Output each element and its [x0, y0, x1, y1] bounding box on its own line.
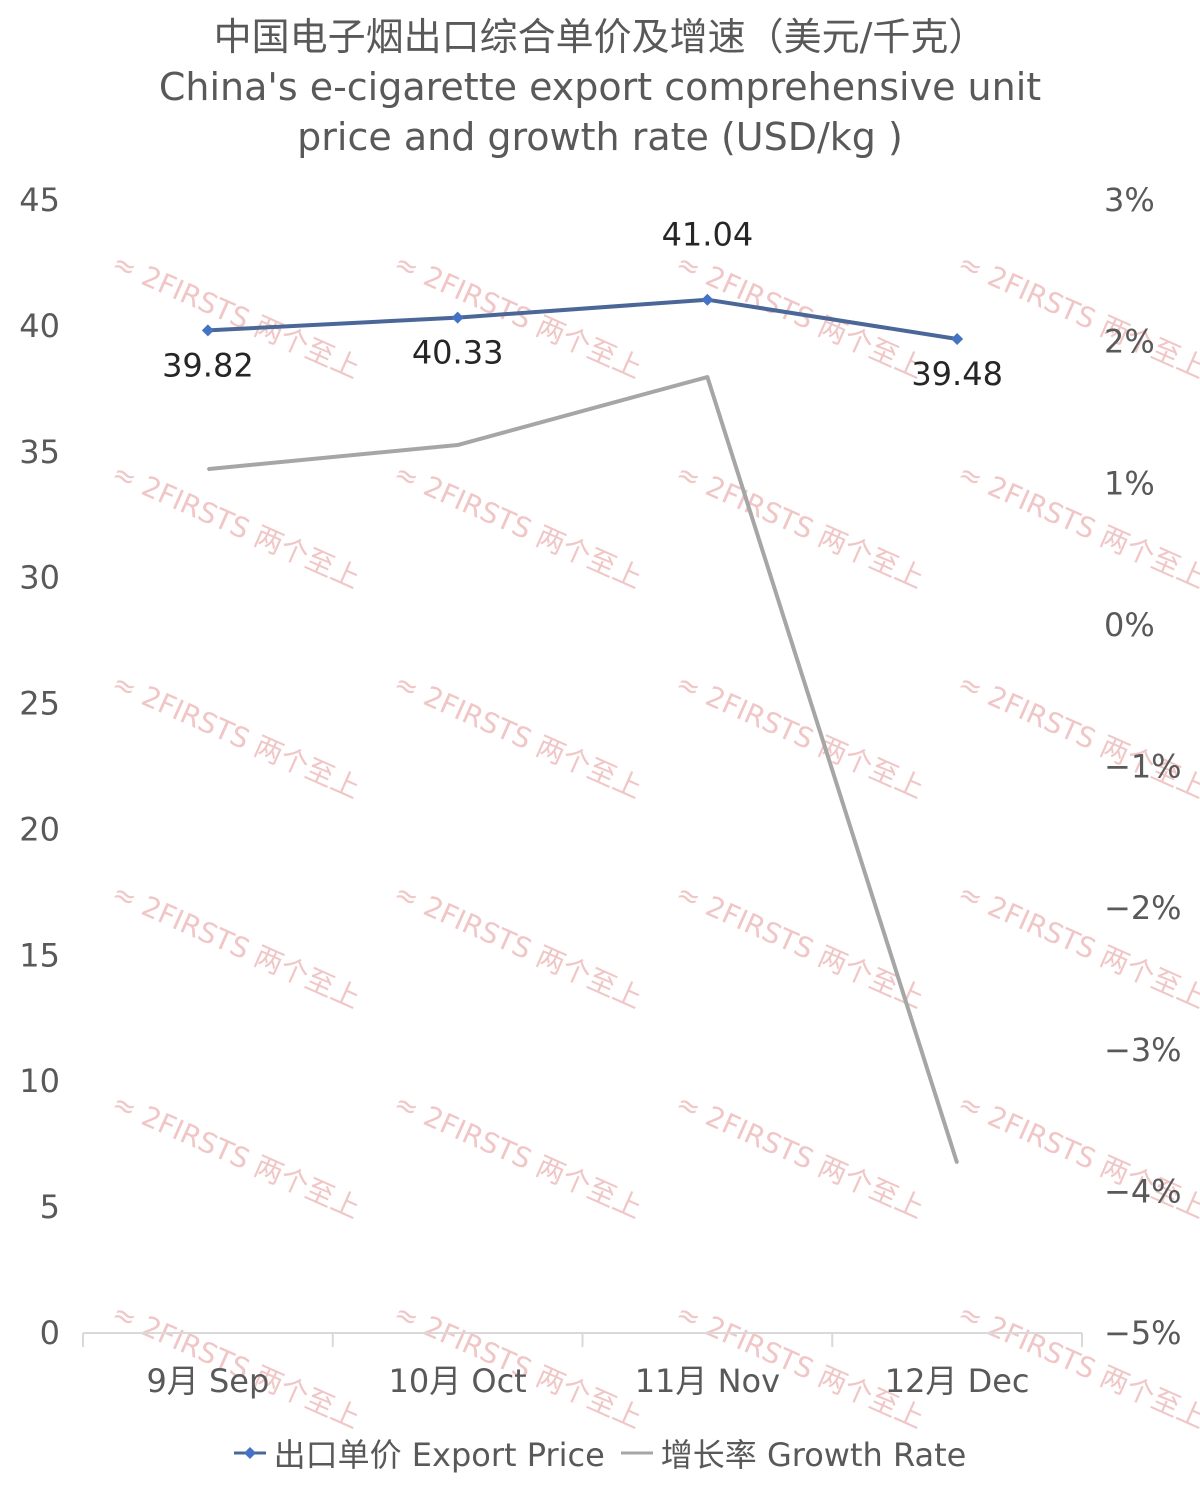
y-left-tick-label: 45: [19, 181, 60, 219]
watermark-1-2: ≈ 2FIRSTS 两个至上: [671, 456, 929, 595]
growth-rate-point: [206, 468, 209, 471]
y-left-tick-label: 10: [19, 1062, 60, 1100]
series-line-export-price: [207, 297, 958, 341]
export-price-marker: [951, 332, 964, 345]
series-line-growth-rate: [207, 375, 960, 1164]
x-tick-label: 12月 Dec: [885, 1362, 1030, 1400]
watermark-text: ≈ 2FIRSTS 两个至上: [107, 1086, 365, 1225]
y-left-tick-label: 30: [19, 559, 60, 597]
y-right-tick-label: −5%: [1104, 1314, 1182, 1352]
watermark-4-0: ≈ 2FIRSTS 两个至上: [107, 1086, 365, 1225]
x-tick-label: 11月 Nov: [635, 1362, 780, 1400]
y-left-tick-label: 25: [19, 685, 60, 723]
legend-item-export-price: 出口单价 Export Price: [233, 1430, 605, 1476]
watermark-3-0: ≈ 2FIRSTS 两个至上: [107, 876, 365, 1015]
y-right-tick-label: 1%: [1104, 464, 1155, 502]
legend-item-growth-rate: 增长率 Growth Rate: [620, 1430, 967, 1476]
watermark-text: ≈ 2FIRSTS 两个至上: [671, 876, 929, 1015]
watermark-1-0: ≈ 2FIRSTS 两个至上: [107, 456, 365, 595]
watermark-1-1: ≈ 2FIRSTS 两个至上: [389, 456, 647, 595]
export-price-marker: [701, 293, 714, 306]
y-left-tick-label: 20: [19, 810, 60, 848]
growth-rate-point: [706, 376, 709, 379]
y-left-tick-label: 35: [19, 433, 60, 471]
y-right-tick-label: −4%: [1104, 1172, 1182, 1210]
watermark-text: ≈ 2FIRSTS 两个至上: [389, 666, 647, 805]
watermark-text: ≈ 2FIRSTS 两个至上: [671, 666, 929, 805]
watermark-text: ≈ 2FIRSTS 两个至上: [107, 876, 365, 1015]
y-right-tick-label: 0%: [1104, 606, 1155, 644]
watermark-2-2: ≈ 2FIRSTS 两个至上: [671, 666, 929, 805]
data-label-export-price: 39.48: [911, 355, 1003, 393]
legend-label-export-price: 出口单价 Export Price: [273, 1436, 605, 1474]
y-right-tick-label: 2%: [1104, 323, 1155, 361]
watermark-text: ≈ 2FIRSTS 两个至上: [671, 456, 929, 595]
watermark-4-2: ≈ 2FIRSTS 两个至上: [671, 1086, 929, 1225]
watermark-text: ≈ 2FIRSTS 两个至上: [107, 666, 365, 805]
y-left-tick-label: 5: [40, 1188, 60, 1226]
watermark-2-1: ≈ 2FIRSTS 两个至上: [389, 666, 647, 805]
y-right-tick-label: −1%: [1104, 748, 1182, 786]
chart-legend: 出口单价 Export Price 增长率 Growth Rate: [0, 1430, 1200, 1476]
watermark-4-1: ≈ 2FIRSTS 两个至上: [389, 1086, 647, 1225]
y-left-tick-label: 15: [19, 936, 60, 974]
watermark-3-1: ≈ 2FIRSTS 两个至上: [389, 876, 647, 1015]
watermark-text: ≈ 2FIRSTS 两个至上: [107, 456, 365, 595]
watermark-text: ≈ 2FIRSTS 两个至上: [389, 456, 647, 595]
chart-title: 中国电子烟出口综合单价及增速（美元/千克）: [213, 15, 987, 59]
legend-swatch-growth-rate: [620, 1451, 653, 1455]
y-right-tick-label: −3%: [1104, 1031, 1182, 1069]
growth-rate-point: [456, 444, 459, 447]
legend-swatch-export-price: [233, 1447, 266, 1459]
watermark-text: ≈ 2FIRSTS 两个至上: [389, 876, 647, 1015]
x-tick-label: 10月 Oct: [389, 1362, 527, 1400]
watermark-text: ≈ 2FIRSTS 两个至上: [389, 1086, 647, 1225]
export-price-marker: [451, 311, 464, 324]
watermark-text: ≈ 2FIRSTS 两个至上: [671, 1086, 929, 1225]
watermark-3-2: ≈ 2FIRSTS 两个至上: [671, 876, 929, 1015]
y-left-tick-label: 40: [19, 307, 60, 345]
y-right-tick-label: 3%: [1104, 181, 1155, 219]
watermark-1-3: ≈ 2FIRSTS 两个至上: [953, 456, 1200, 595]
watermark-text: ≈ 2FIRSTS 两个至上: [953, 456, 1200, 595]
y-right-tick-label: −2%: [1104, 889, 1182, 927]
data-label-export-price: 39.82: [162, 346, 254, 384]
growth-rate-point: [956, 1162, 959, 1165]
y-left-tick-label: 0: [40, 1314, 60, 1352]
chart-subtitle-line1: China's e-cigarette export comprehensive…: [158, 65, 1042, 109]
data-label-export-price: 41.04: [662, 216, 754, 254]
chart-subtitle-line2: price and growth rate (USD/kg ): [297, 115, 903, 159]
legend-label-growth-rate: 增长率 Growth Rate: [660, 1436, 967, 1474]
export-price-marker: [201, 324, 214, 337]
x-tick-label: 9月 Sep: [146, 1362, 269, 1400]
watermark-2-0: ≈ 2FIRSTS 两个至上: [107, 666, 365, 805]
data-label-export-price: 40.33: [412, 334, 504, 372]
